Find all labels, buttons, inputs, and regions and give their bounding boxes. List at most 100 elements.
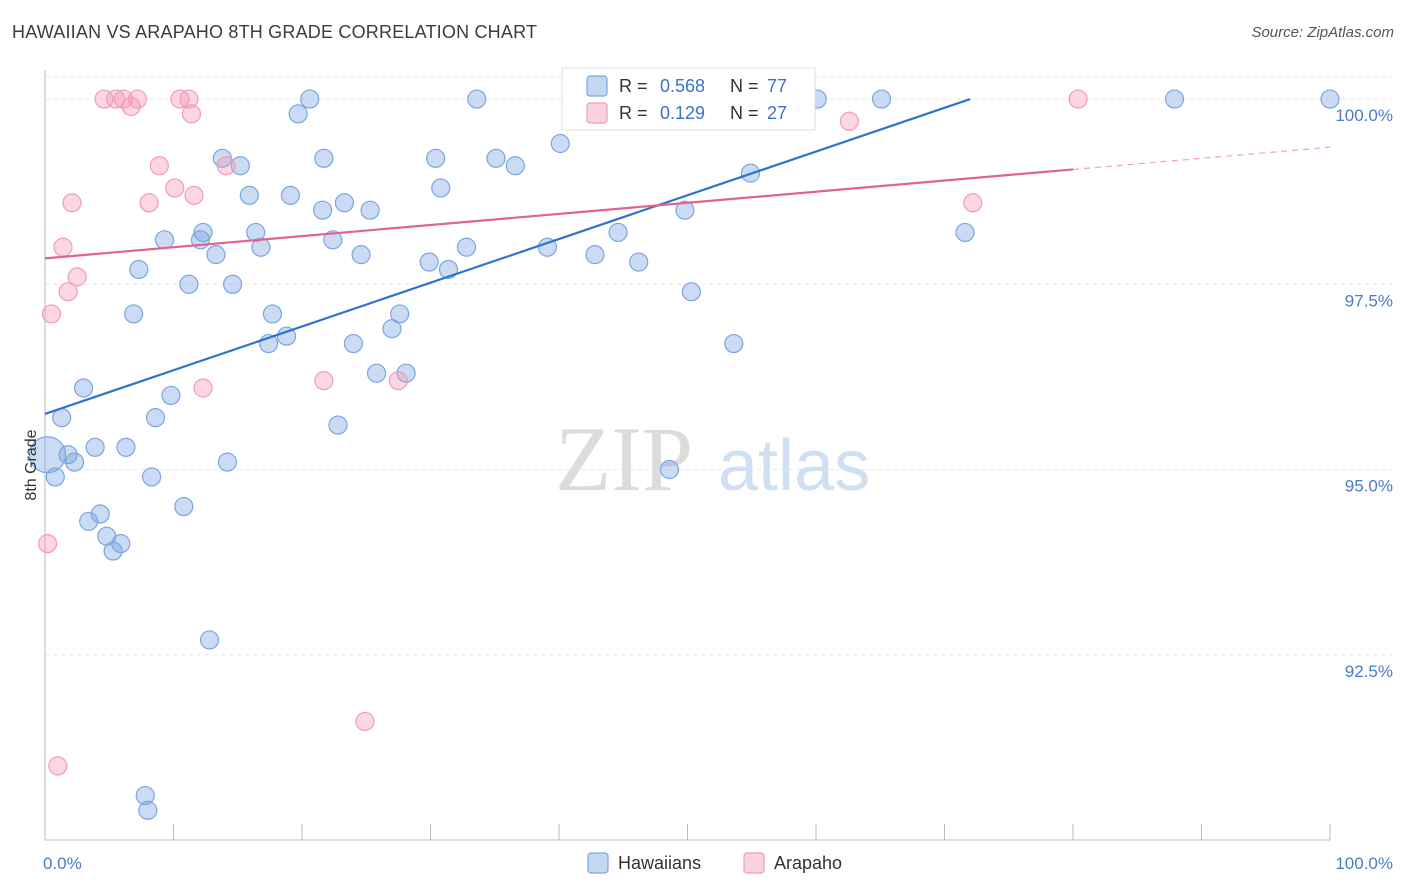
arapaho-point: [94, 89, 114, 109]
hawaiians-point: [871, 89, 892, 109]
hawaiians-point: [431, 178, 451, 198]
y-tick-label: 100.0%: [1335, 106, 1393, 125]
watermark-zip: ZIP: [555, 408, 693, 510]
hawaiians-point: [154, 230, 175, 250]
hawaiians-point: [142, 467, 162, 487]
arapaho-point: [181, 104, 202, 124]
arapaho-point: [314, 371, 334, 391]
hawaiians-point: [217, 452, 238, 472]
hawaiians-point: [138, 800, 158, 820]
hawaiians-point: [396, 363, 416, 383]
hawaiians-point: [161, 385, 181, 406]
x-tick-label: 0.0%: [43, 854, 82, 873]
hawaiians-point: [323, 230, 343, 250]
hawaiians-point: [288, 104, 308, 124]
y-tick-label: 92.5%: [1345, 662, 1393, 681]
hawaiians-point: [193, 222, 213, 243]
hawaiians-point: [179, 274, 199, 294]
trend-lines: [44, 98, 1331, 415]
hawaiians-point: [312, 200, 333, 220]
hawaiians-point: [1164, 89, 1185, 109]
hawaiians-point: [360, 200, 380, 220]
hawaiians-point: [486, 148, 506, 168]
arapaho-point: [113, 89, 133, 109]
arapaho-point: [53, 237, 73, 257]
hawaiians-point: [79, 511, 99, 531]
arapaho-point: [355, 711, 375, 732]
hawaiians-point: [124, 304, 144, 324]
hawaiians-point: [58, 445, 78, 465]
hawaiians-point: [280, 185, 301, 205]
hawaiians-point: [328, 415, 348, 435]
hawaiians-point: [659, 459, 680, 480]
y-tick-labels: 100.0% 97.5% 95.0% 92.5%: [1335, 106, 1393, 681]
arapaho-point: [127, 89, 148, 109]
hawaiians-point: [550, 133, 570, 154]
arapaho-trend-line: [44, 168, 1074, 260]
hawaiians-point: [85, 437, 105, 457]
hawaiians-point: [390, 304, 410, 324]
legend-r-label: R =: [619, 103, 648, 123]
hawaiians-point: [223, 274, 243, 294]
arapaho-point: [839, 111, 860, 131]
arapaho-bottom-label: Arapaho: [774, 853, 842, 873]
hawaiians-point: [681, 282, 701, 302]
arapaho-point: [139, 193, 159, 213]
arapaho-point: [216, 156, 236, 176]
hawaiians-point: [45, 467, 65, 487]
arapaho-point: [67, 267, 87, 287]
arapaho-point: [41, 304, 62, 324]
y-tick-label: 95.0%: [1345, 477, 1393, 496]
hawaiians-point: [300, 89, 320, 109]
hawaiians-point: [537, 237, 558, 257]
x-tick-labels: 0.0% 100.0%: [43, 854, 1393, 873]
hawaiians-point: [230, 156, 250, 176]
x-tick-label: 100.0%: [1335, 854, 1393, 873]
legend-n-label: N =: [730, 76, 759, 96]
arapaho-point: [149, 156, 169, 176]
hawaiians-point: [116, 437, 136, 457]
hawaiians-bottom-swatch: [587, 852, 609, 874]
arapaho-point: [48, 756, 68, 776]
hawaiians-point: [90, 504, 110, 524]
hawaiians-point: [64, 452, 85, 472]
y-axis-label: 8th Grade: [23, 429, 40, 500]
hawaiians-point: [467, 89, 487, 109]
legend-n-label: N =: [730, 103, 759, 123]
legend-r-label: R =: [619, 76, 648, 96]
arapaho-point: [165, 178, 185, 198]
arapaho-point: [963, 193, 983, 213]
hawaiians-point: [608, 222, 628, 243]
hawaiians-point: [73, 378, 94, 398]
hawaiians-trend-line: [44, 98, 971, 415]
hawaiians-point: [419, 252, 439, 272]
arapaho-point: [62, 193, 82, 213]
hawaiians-point: [675, 200, 695, 220]
hawaiians-point: [276, 326, 297, 346]
hawaiians-point: [505, 156, 525, 176]
arapaho-trend-extension: [1072, 146, 1331, 171]
hawaiians-point: [456, 237, 477, 257]
legend-n-value: 27: [767, 103, 787, 123]
chart-title: HAWAIIAN VS ARAPAHO 8TH GRADE CORRELATIO…: [12, 22, 538, 42]
watermark: ZIP atlas: [555, 408, 870, 510]
legend-r-value: 0.129: [660, 103, 705, 123]
hawaiians-point: [135, 785, 155, 806]
arapaho-point: [388, 371, 408, 391]
hawaiians-legend-swatch: [586, 75, 608, 97]
hawaiians-point: [334, 193, 355, 213]
hawaiians-point: [629, 252, 649, 272]
legend-frame: [561, 67, 816, 131]
hawaiians-point: [206, 245, 226, 265]
arapaho-point: [106, 89, 126, 109]
hawaiians-point: [251, 237, 271, 257]
legend-r-value: 0.568: [660, 76, 705, 96]
hawaiians-point: [262, 304, 283, 324]
arapaho-point: [121, 96, 141, 117]
y-tick-label: 97.5%: [1345, 291, 1393, 310]
hawaiians-point: [1320, 89, 1340, 109]
axes: [44, 70, 1331, 841]
hawaiians-point: [366, 363, 387, 383]
hawaiians-point: [426, 148, 446, 168]
